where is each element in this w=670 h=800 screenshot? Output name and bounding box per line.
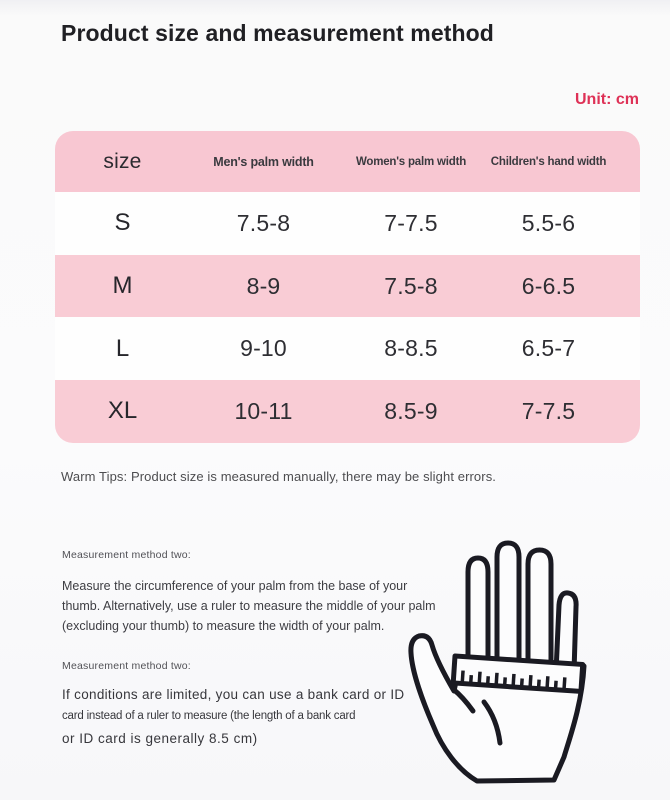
column-header-size: size xyxy=(103,149,142,173)
method-2-label: Measurement method two: xyxy=(62,660,191,672)
measurement-method-section-1: Measurement method two: Measure the circ… xyxy=(62,549,452,636)
pinky-finger xyxy=(553,590,579,675)
men-value-cell: 9-10 xyxy=(240,335,287,362)
column-header-women: Women's palm width xyxy=(355,155,467,168)
size-cell: L xyxy=(115,334,130,362)
method-2-text-line: If conditions are limited, you can use a… xyxy=(62,687,405,702)
method-1-text-line: thumb. Alternatively, use a ruler to mea… xyxy=(62,599,436,613)
women-value-cell: 7.5-8 xyxy=(384,272,438,299)
children-value-cell: 6.5-7 xyxy=(521,335,576,362)
ruler xyxy=(450,653,586,694)
method-1-text-line: (excluding your thumb) to measure the wi… xyxy=(62,619,385,633)
ring-finger xyxy=(525,547,554,675)
table-row-m: M 8-9 7.5-8 6-6.5 xyxy=(55,254,640,318)
men-value-cell: 7.5-8 xyxy=(236,209,291,236)
warm-tips-note: Warm Tips: Product size is measured manu… xyxy=(61,469,497,484)
method-2-text-line: or ID card is generally 8.5 cm) xyxy=(62,731,258,746)
method-1-text-line: Measure the circumference of your palm f… xyxy=(62,579,408,593)
palm-crease-line xyxy=(481,699,503,746)
children-value-cell: 5.5-6 xyxy=(521,209,576,236)
size-table-header-row: size Men's palm width Women's palm width… xyxy=(55,131,640,192)
table-row-l: L 9-10 8-8.5 6.5-7 xyxy=(55,317,640,381)
table-row-s: S 7.5-8 7-7.5 5.5-6 xyxy=(55,192,640,255)
method-2-text-line: card instead of a ruler to measure (the … xyxy=(62,710,356,722)
size-cell: M xyxy=(112,272,133,300)
women-value-cell: 8-8.5 xyxy=(384,335,438,362)
measurement-method-section-2: Measurement method two: If conditions ar… xyxy=(62,660,452,746)
unit-label: Unit: cm xyxy=(575,91,639,108)
middle-finger xyxy=(494,540,522,675)
men-value-cell: 8-9 xyxy=(246,272,281,299)
size-cell: S xyxy=(114,209,131,237)
method-1-label: Measurement method two: xyxy=(62,549,191,561)
children-value-cell: 6-6.5 xyxy=(521,272,576,299)
men-value-cell: 10-11 xyxy=(234,397,293,424)
page-title: Product size and measurement method xyxy=(61,20,494,46)
table-row-xl: XL 10-11 8.5-9 7-7.5 xyxy=(55,380,640,443)
ruler-tick-marks xyxy=(460,670,567,690)
size-cell: XL xyxy=(107,397,138,425)
column-header-children: Children's hand width xyxy=(490,155,607,168)
women-value-cell: 7-7.5 xyxy=(384,209,438,236)
palm-crease-line xyxy=(450,686,476,714)
size-table: size Men's palm width Women's palm width… xyxy=(55,131,640,443)
column-header-men: Men's palm width xyxy=(213,154,314,169)
women-value-cell: 8.5-9 xyxy=(384,397,438,424)
hand-ruler-illustration xyxy=(408,540,587,784)
children-value-cell: 7-7.5 xyxy=(521,397,576,424)
index-finger xyxy=(465,555,491,675)
